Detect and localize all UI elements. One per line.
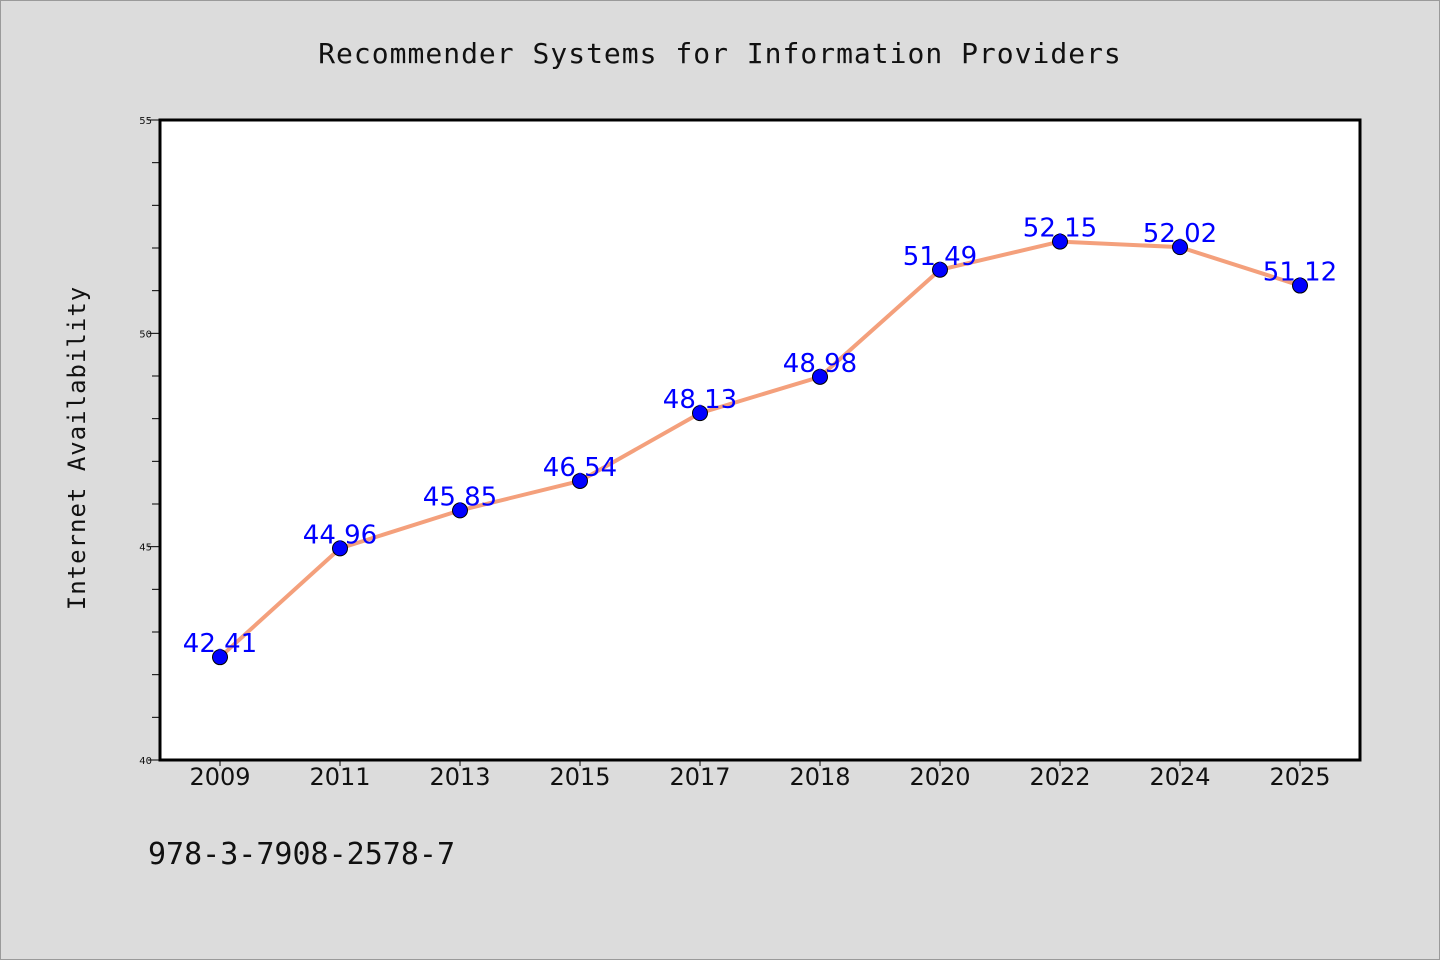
x-tick-label: 2020 (909, 763, 970, 791)
y-tick-label: 40 (139, 756, 152, 767)
data-label: 42.41 (183, 629, 257, 659)
data-label: 46.54 (543, 453, 617, 483)
x-tick-label: 2017 (669, 763, 730, 791)
y-axis-label: Internet Availability (63, 286, 91, 610)
plot-background (160, 120, 1360, 760)
x-tick-label: 2025 (1269, 763, 1330, 791)
data-label: 48.13 (663, 385, 737, 415)
data-point (812, 368, 828, 385)
y-tick-label: 55 (139, 116, 152, 127)
plot-area (160, 120, 1360, 760)
data-label: 51.49 (903, 242, 977, 272)
data-label: 48.98 (783, 349, 857, 379)
data-labels: 42.41 44.96 45.85 46.54 48.13 48.98 51.49 52.15… (183, 214, 1337, 660)
x-tick-label: 2013 (429, 763, 490, 791)
y-tick-label: 50 (139, 329, 152, 340)
data-label: 45.85 (423, 482, 497, 512)
y-tick-label: 45 (139, 543, 152, 554)
data-label: 44.96 (303, 520, 377, 550)
data-point (572, 472, 588, 489)
plot-frame (158, 118, 1362, 762)
data-point (692, 405, 708, 422)
data-label: 52.15 (1023, 214, 1097, 244)
data-label: 52.02 (1143, 219, 1217, 249)
x-tick-label: 2022 (1029, 763, 1090, 791)
x-tick-label: 2011 (309, 763, 370, 791)
data-point (932, 261, 948, 278)
series-layer (212, 233, 1308, 666)
x-tick-label: 2015 (549, 763, 610, 791)
data-point (212, 649, 228, 666)
data-point (1052, 233, 1068, 250)
data-point (452, 502, 468, 519)
chart-title: Recommender Systems for Information Prov… (318, 37, 1122, 70)
y-axis-ticks: 40 45 50 55 (139, 116, 159, 767)
data-label: 51.12 (1263, 258, 1337, 288)
x-tick-label: 2018 (789, 763, 850, 791)
data-point (1172, 239, 1188, 256)
series-line (218, 239, 1302, 660)
x-tick-label: 2009 (189, 763, 250, 791)
data-point (1292, 277, 1308, 294)
x-tick-label: 2024 (1149, 763, 1210, 791)
data-point (332, 540, 348, 557)
x-axis-ticks: 2009 2011 2013 2015 2017 2018 2020 2022 2024 2025 (189, 761, 1331, 791)
footer-isbn: 978-3-7908-2578-7 (148, 837, 455, 872)
